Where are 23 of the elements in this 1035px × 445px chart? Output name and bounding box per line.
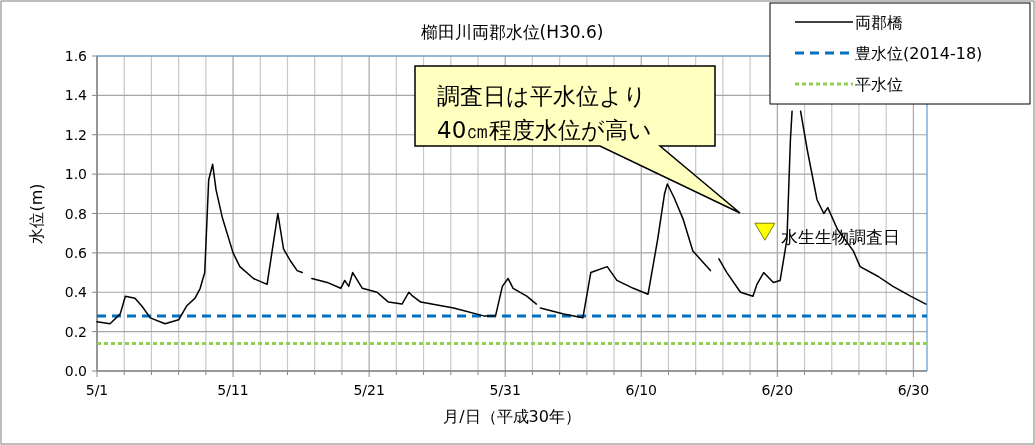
y-tick-label: 0.8 (64, 205, 87, 222)
legend-label: 豊水位(2014-18) (855, 44, 983, 63)
y-tick-label: 1.6 (64, 48, 88, 64)
x-tick-label: 6/30 (897, 382, 930, 398)
y-tick-label: 1.2 (64, 126, 87, 143)
x-tick-label: 5/1 (85, 382, 109, 398)
legend-label: 平水位 (855, 75, 903, 94)
y-tick-label: 0.4 (64, 284, 88, 301)
x-tick-label: 6/20 (761, 382, 794, 398)
x-tick-label: 5/11 (217, 382, 249, 398)
y-tick-label: 1.0 (64, 166, 87, 183)
y-tick-label: 1.4 (64, 87, 88, 104)
y-tick-label: 0.0 (64, 363, 87, 379)
x-tick-label: 5/21 (353, 382, 385, 398)
y-tick-label: 0.2 (64, 323, 87, 340)
x-axis-title: 月/日（平成30年） (443, 407, 581, 426)
legend-label: 両郡橋 (855, 13, 903, 32)
chart-title: 櫛田川両郡水位(H30.6) (420, 22, 604, 42)
x-tick-label: 5/31 (489, 382, 521, 398)
annotation: 調査日は平水位より 40㎝程度水位が高い (437, 83, 653, 143)
x-tick-label: 6/10 (625, 382, 657, 398)
y-tick-label: 0.6 (64, 244, 88, 261)
y-axis-title: 水位(m) (27, 183, 46, 244)
